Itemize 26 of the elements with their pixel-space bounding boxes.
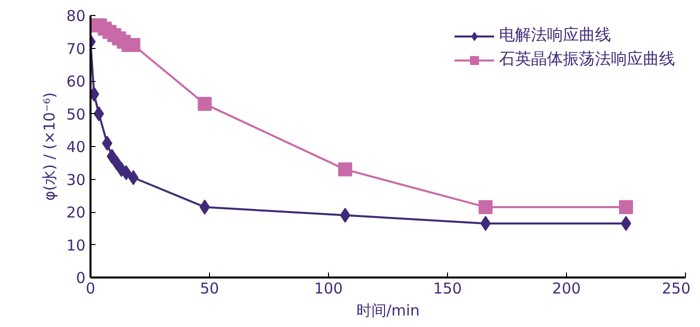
point [198, 96, 212, 111]
x-tick-label: 50 [200, 280, 220, 298]
legend-label: 石英晶体振荡法响应曲线 [499, 49, 675, 70]
x-tick-label: 100 [314, 280, 343, 298]
legend-label: 电解法响应曲线 [499, 25, 611, 46]
point [478, 200, 493, 214]
point [620, 216, 632, 231]
point [338, 162, 352, 176]
y-tick-label: 30 [66, 170, 86, 189]
point [480, 216, 491, 231]
y-tick-label: 70 [66, 40, 86, 58]
y-axis-title: φ(水) / (×10⁻⁶) [40, 92, 58, 201]
point [128, 170, 139, 186]
y-tick-label: 80 [66, 7, 86, 25]
y-tick-label: 40 [66, 138, 86, 156]
point [619, 200, 633, 214]
y-tick-label: 60 [66, 72, 86, 90]
x-tick-label: 250 [662, 280, 691, 298]
x-tick-label: 150 [433, 280, 462, 298]
point [340, 208, 350, 223]
y-tick-label: 50 [66, 105, 86, 124]
y-tick-label: 10 [66, 236, 86, 254]
x-axis-title: 时间/min [356, 302, 420, 320]
y-tick-label: 20 [66, 204, 86, 222]
x-tick-label: 200 [552, 280, 581, 298]
point [102, 136, 112, 151]
